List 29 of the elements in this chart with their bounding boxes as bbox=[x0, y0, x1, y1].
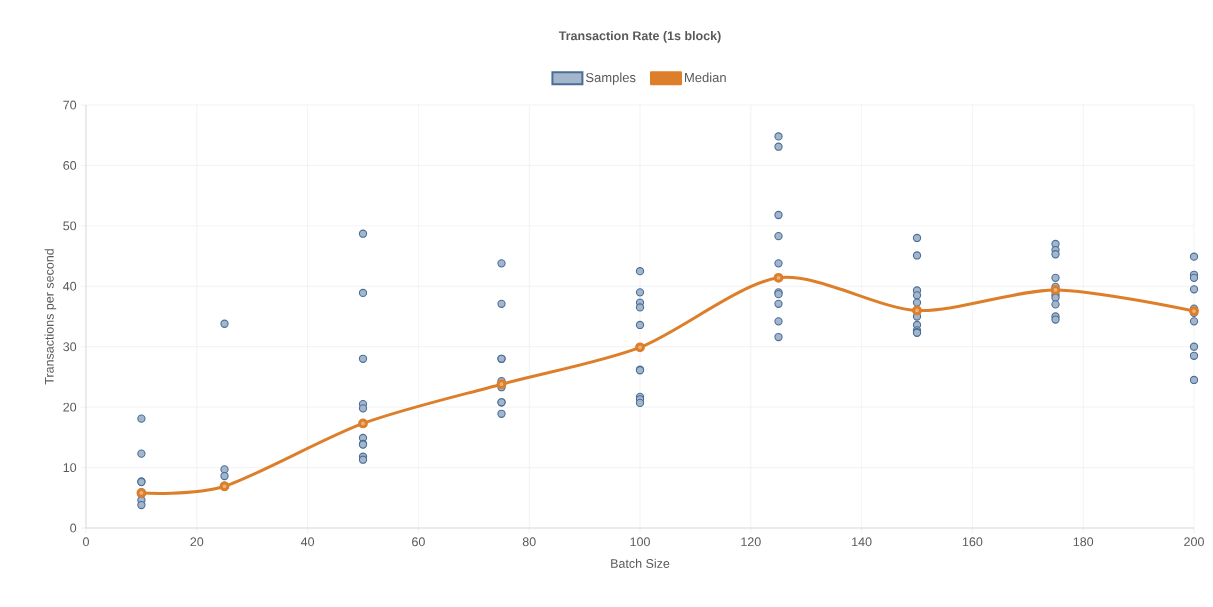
x-tick-label: 180 bbox=[1073, 537, 1094, 547]
y-tick-label: 60 bbox=[63, 161, 77, 170]
x-tick-label: 0 bbox=[83, 537, 89, 547]
point bbox=[635, 342, 645, 353]
y-tick-label: 40 bbox=[63, 281, 77, 291]
x-axis-title: Batch Size bbox=[611, 558, 670, 568]
point bbox=[496, 379, 507, 390]
x-tick-label: 160 bbox=[962, 537, 983, 547]
y-tick-label: 0 bbox=[70, 523, 77, 533]
x-tick-label: 40 bbox=[300, 537, 315, 547]
legend-label: Samples bbox=[586, 72, 636, 85]
x-tick-label: 20 bbox=[190, 537, 204, 547]
y-tick-label: 30 bbox=[63, 342, 77, 352]
point bbox=[358, 418, 368, 429]
y-tick-label: 20 bbox=[63, 402, 77, 412]
legend-label: Median bbox=[685, 72, 726, 83]
y-tick-label: 10 bbox=[63, 463, 77, 472]
y-axis-title: Transactions per second bbox=[44, 249, 57, 385]
x-tick-label: 80 bbox=[522, 537, 536, 547]
x-tick-label: 60 bbox=[412, 537, 425, 547]
point bbox=[773, 272, 784, 283]
chart-title: Transaction Rate (1s block) bbox=[558, 31, 721, 43]
y-tick-label: 70 bbox=[63, 100, 77, 110]
x-tick-label: 140 bbox=[852, 537, 872, 547]
x-tick-label: 120 bbox=[741, 537, 761, 547]
y-tick-label: 50 bbox=[63, 221, 77, 231]
point bbox=[912, 305, 922, 316]
x-tick-label: 200 bbox=[1184, 537, 1204, 547]
x-tick-label: 100 bbox=[630, 537, 650, 547]
